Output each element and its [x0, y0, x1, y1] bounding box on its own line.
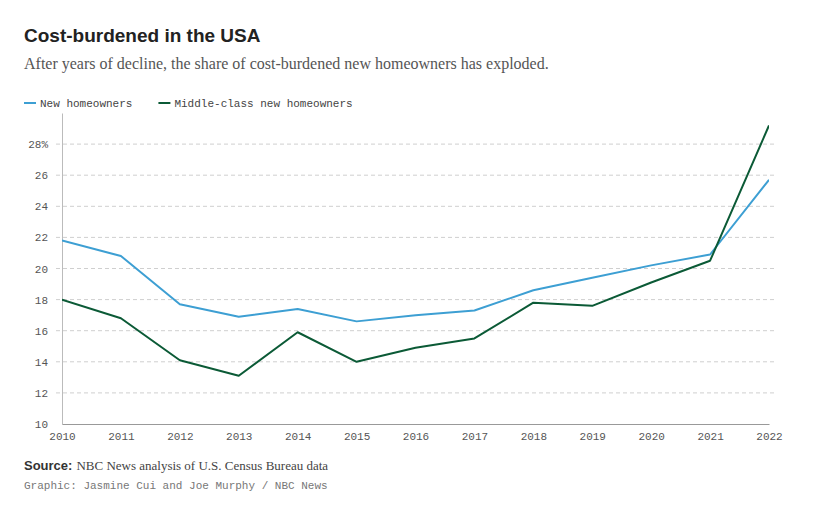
tick: 14 — [35, 357, 62, 369]
tick-label: 12 — [35, 388, 48, 400]
plot-area — [62, 125, 769, 375]
tick-label: 18 — [35, 295, 48, 307]
tick: 2015 — [344, 424, 370, 443]
grid-line — [56, 268, 777, 269]
tick-label: 2011 — [108, 431, 135, 443]
legend: New homeowners Middle-class new homeowner… — [24, 98, 353, 110]
tick: 20 — [35, 264, 62, 276]
axis-line — [63, 424, 770, 425]
tick-label: 2022 — [756, 431, 782, 443]
legend-item: New homeowners — [24, 98, 132, 110]
tick: 2011 — [108, 424, 135, 443]
tick: 2012 — [167, 424, 193, 443]
tick-label: 14 — [35, 357, 49, 369]
grid-line — [56, 175, 777, 176]
title: Cost-burdened in the USA — [24, 25, 261, 46]
source-text: NBC News analysis of U.S. Census Bureau … — [76, 458, 328, 473]
grid-line — [56, 237, 777, 238]
source-label: Source: — [24, 458, 72, 473]
tick: 12 — [35, 388, 62, 400]
grid — [56, 144, 777, 393]
tick: 28% — [28, 139, 62, 151]
subtitle: After years of decline, the share of cos… — [24, 55, 549, 73]
grid-line — [56, 144, 777, 145]
tick-label: 2021 — [697, 431, 724, 443]
tick-label: 2019 — [580, 431, 606, 443]
tick: 2010 — [49, 424, 75, 443]
x-axis: 2010 2011 2012 2013 2014 2015 2016 2017 2018 2019… — [49, 424, 782, 443]
tick: 2021 — [697, 424, 724, 443]
tick-label: 2018 — [521, 431, 547, 443]
tick-label: 24 — [35, 201, 49, 213]
grid-line — [56, 206, 777, 207]
source: Source: NBC News analysis of U.S. Census … — [24, 458, 328, 473]
legend-item: Middle-class new homeowners — [158, 98, 352, 110]
legend-label: Middle-class new homeowners — [174, 98, 352, 110]
tick-label: 2020 — [638, 431, 664, 443]
tick-label: 2015 — [344, 431, 370, 443]
axis-line — [62, 114, 63, 425]
tick: 2014 — [285, 424, 312, 443]
legend-label: New homeowners — [40, 98, 132, 110]
chart: Cost-burdened in the USA After years of d… — [0, 0, 823, 508]
tick-label: 2014 — [285, 431, 312, 443]
tick: 2019 — [580, 424, 606, 443]
tick: 2017 — [462, 424, 488, 443]
tick: 18 — [35, 295, 62, 307]
tick-label: 10 — [35, 419, 48, 431]
grid-line — [56, 392, 777, 393]
grid-line — [56, 299, 777, 300]
tick: 10 — [35, 419, 62, 431]
tick-label: 2012 — [167, 431, 193, 443]
tick-label: 26 — [35, 170, 48, 182]
y-axis: 10 12 14 16 18 20 22 24 26 28% — [28, 114, 62, 432]
tick: 2020 — [638, 424, 664, 443]
tick: 2018 — [521, 424, 547, 443]
tick-label: 2010 — [49, 431, 75, 443]
line — [62, 180, 769, 322]
tick: 2022 — [756, 424, 782, 443]
tick: 26 — [35, 170, 62, 182]
tick-label: 16 — [35, 326, 48, 338]
line — [62, 125, 769, 375]
grid-line — [56, 330, 777, 331]
tick: 16 — [35, 326, 62, 338]
tick: 2013 — [226, 424, 252, 443]
legend-swatch — [158, 102, 170, 104]
tick-label: 2016 — [403, 431, 429, 443]
credit: Graphic: Jasmine Cui and Joe Murphy / NB… — [24, 480, 328, 492]
tick-label: 2017 — [462, 431, 488, 443]
legend-swatch — [24, 102, 36, 104]
tick: 2016 — [403, 424, 429, 443]
tick-label: 22 — [35, 232, 48, 244]
grid-line — [56, 361, 777, 362]
tick: 22 — [35, 232, 62, 244]
tick: 24 — [35, 201, 62, 213]
tick-label: 20 — [35, 264, 48, 276]
tick-label: 2013 — [226, 431, 252, 443]
tick-label: 28% — [28, 139, 48, 151]
